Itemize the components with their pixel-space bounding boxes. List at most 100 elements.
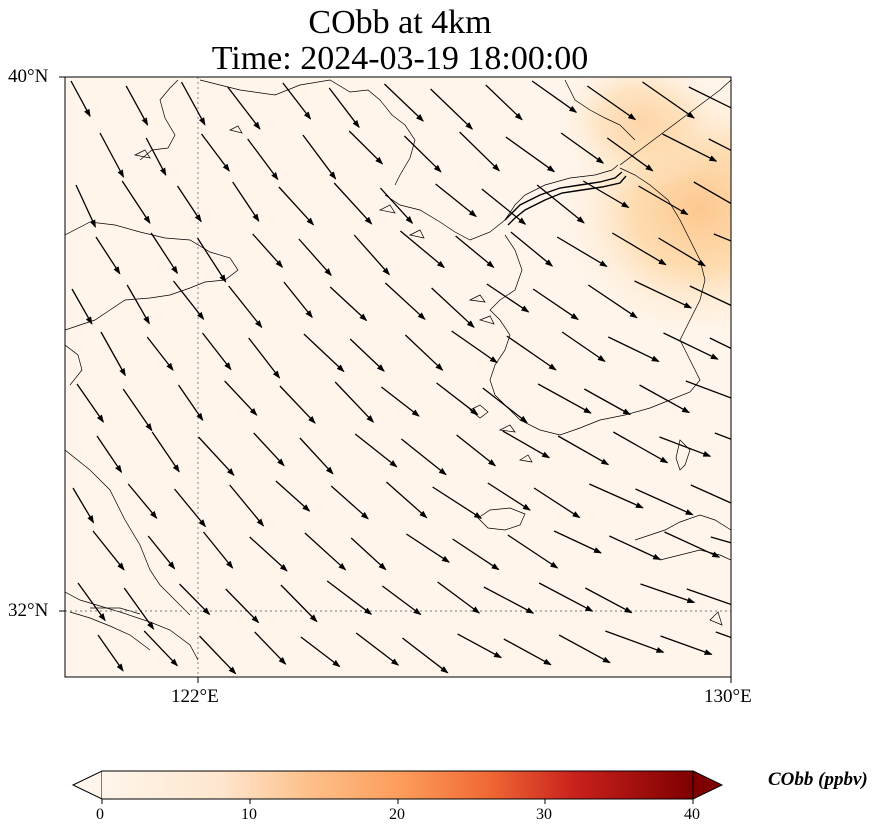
colorbar-extend-low <box>71 770 103 800</box>
axis-ticks <box>59 76 732 683</box>
wind-arrow <box>486 283 530 313</box>
wind-arrow <box>640 583 696 604</box>
colorbar <box>71 770 724 804</box>
lat-label-32n: 32°N <box>8 600 49 621</box>
wind-arrow <box>483 586 535 614</box>
wind-arrow <box>435 183 477 218</box>
wind-arrow <box>97 634 124 672</box>
wind-arrow <box>125 85 149 126</box>
lon-label-130e: 130°E <box>704 686 752 707</box>
wind-arrow <box>642 81 695 119</box>
wind-arrow <box>201 332 232 371</box>
wind-arrow <box>400 438 447 476</box>
wind-arrow <box>349 338 385 372</box>
wind-arrow <box>634 280 693 309</box>
wind-arrow <box>354 433 398 468</box>
wind-arrow <box>199 635 237 675</box>
colorbar-ticks <box>101 799 694 804</box>
map-area <box>65 77 731 677</box>
wind-arrow <box>582 180 630 209</box>
colorbar-tick-20: 20 <box>389 806 405 823</box>
wind-arrow <box>198 436 235 477</box>
wind-arrow <box>690 484 731 504</box>
wind-arrow <box>249 536 288 572</box>
wind-arrow <box>709 337 731 350</box>
wind-arrow <box>254 631 287 665</box>
wind-arrow <box>330 485 369 520</box>
wind-arrow <box>333 182 373 225</box>
wind-arrow <box>172 280 205 320</box>
wind-arrow <box>660 635 713 656</box>
wind-arrow <box>455 235 495 269</box>
wind-arrow <box>506 335 557 371</box>
wind-arrow <box>176 185 202 223</box>
wind-arrow <box>430 88 474 130</box>
wind-arrow <box>179 583 211 616</box>
wind-arrow <box>252 233 284 268</box>
colorbar-extend-high <box>692 770 724 800</box>
wind-arrow <box>224 380 258 416</box>
wind-arrow <box>589 483 644 509</box>
wind-arrow <box>502 430 551 459</box>
wind-arrow <box>406 533 450 563</box>
wind-arrow <box>457 633 502 659</box>
wind-arrow <box>553 530 602 554</box>
wind-arrow <box>612 431 669 464</box>
wind-arrow <box>685 380 731 399</box>
wind-arrow <box>329 286 368 322</box>
wind-arrow <box>75 184 96 228</box>
wind-arrow <box>536 184 585 224</box>
wind-arrow <box>532 288 579 320</box>
wind-arrow <box>77 582 106 622</box>
wind-arrow <box>557 435 610 466</box>
wind-arrow <box>586 85 637 121</box>
wind-arrow <box>659 436 712 457</box>
wind-arrow <box>298 238 332 277</box>
wind-arrow <box>71 288 93 325</box>
wind-arrow <box>177 384 204 422</box>
colorbar-gradient <box>102 771 693 799</box>
map-frame <box>64 76 732 678</box>
wind-arrow <box>147 535 176 570</box>
wind-arrow <box>173 488 207 528</box>
wind-arrow <box>587 284 638 319</box>
wind-arrow <box>507 534 559 569</box>
wind-arrow <box>689 285 731 307</box>
wind-arrow <box>180 81 206 126</box>
wind-arrow <box>253 432 285 467</box>
map-title-line2: Time: 2024-03-19 18:00:00 <box>211 40 589 77</box>
wind-arrow <box>122 388 153 432</box>
wind-arrow <box>326 580 373 615</box>
wind-arrow <box>635 488 694 516</box>
wind-arrow <box>121 180 151 224</box>
wind-arrow <box>606 137 654 172</box>
wind-arrow <box>533 487 581 519</box>
wind-arrow <box>708 138 731 152</box>
wind-arrow <box>686 588 731 606</box>
co-plume-north <box>550 77 730 190</box>
wind-arrow <box>348 130 384 165</box>
wind-arrow <box>714 432 731 440</box>
wind-arrow <box>282 82 312 120</box>
wind-arrow <box>538 582 594 612</box>
wind-arrow <box>123 587 155 630</box>
wind-arrow <box>583 388 631 416</box>
wind-arrow <box>283 281 313 319</box>
wind-arrow <box>225 588 260 624</box>
wind-arrow <box>127 483 158 519</box>
wind-arrow <box>688 86 731 112</box>
wind-arrow <box>556 236 608 268</box>
wind-arrow <box>558 634 611 664</box>
wind-arrow <box>126 284 150 325</box>
wind-arrow <box>503 638 552 666</box>
wind-arrow <box>456 434 497 467</box>
wind-arrow <box>200 133 230 172</box>
wind-arrow <box>228 285 263 329</box>
wind-arrow <box>275 480 311 512</box>
wind-arrow <box>278 186 315 226</box>
wind-arrow <box>247 138 279 181</box>
wind-arrow <box>248 337 281 379</box>
wind-arrow <box>404 334 444 371</box>
wind-arrow <box>431 287 475 328</box>
wind-arrow <box>402 637 449 674</box>
